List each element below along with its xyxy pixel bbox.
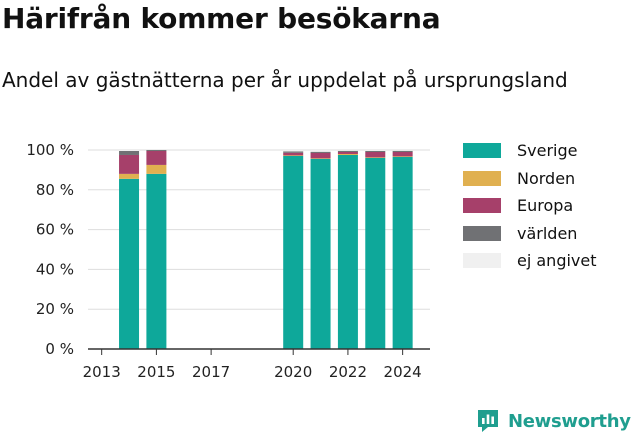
legend-swatch [463,225,501,241]
bar-segment [283,152,304,156]
bar-segment [365,157,386,158]
bar-segment [283,151,304,153]
bar-segment [310,152,331,159]
y-tick-label: 60 % [36,221,74,239]
bar-segment [119,154,140,174]
bar-segment [365,151,386,158]
bar-segment [392,150,413,151]
bar-segment [337,150,358,151]
chart-legend: Sverige Norden Europa världen ej angivet [463,137,597,275]
bar-segment [119,173,140,179]
bar-segment [146,150,167,151]
y-tick-label: 40 % [36,260,74,278]
legend-item-sverige: Sverige [463,137,597,165]
y-tick-label: 0 % [45,340,74,358]
x-tick-label: 2020 [274,363,312,381]
legend-label: världen [517,223,578,243]
y-tick-label: 20 % [36,300,74,318]
bar-segment [310,158,331,159]
bar-segment [146,164,167,174]
bar-segment [392,156,413,349]
bar-segment [392,156,413,157]
bar-segment [146,150,167,165]
bar-segment [119,150,140,155]
x-tick-label: 2024 [384,363,422,381]
bar-segment [337,151,358,154]
bar-segment [310,151,331,153]
bar-segment [337,154,358,349]
x-tick-label: 2013 [83,363,121,381]
legend-item-norden: Norden [463,165,597,193]
bar-segment [337,150,358,152]
newsworthy-logo-icon [478,410,498,432]
x-tick-label: 2017 [192,363,230,381]
stacked-bar-chart: 0 % 20 % 40 % 60 % 80 % 100 % 2013 2015 2017 2020… [26,141,430,381]
chart-title: Härifrån kommer besökarna [2,2,441,35]
legend-item-europa: Europa [463,192,597,220]
legend-swatch [463,198,501,214]
legend-item-ej-angivet: ej angivet [463,247,597,275]
x-tick-label: 2022 [329,363,367,381]
legend-label: Europa [517,196,574,216]
chart-subtitle: Andel av gästnätterna per år uppdelat på… [2,68,568,92]
bar-segment [283,155,304,156]
bar-segment [119,178,140,349]
legend-label: ej angivet [517,251,597,271]
y-tick-label: 80 % [36,181,74,199]
x-tick-label: 2015 [137,363,175,381]
legend-swatch [463,143,501,159]
legend-swatch [463,253,501,269]
bar-segment [365,150,386,151]
y-tick-label: 100 % [26,141,74,159]
brand-name: Newsworthy [508,410,631,432]
bar-segment [365,150,386,152]
legend-label: Sverige [517,141,578,161]
legend-item-varlden: världen [463,220,597,248]
bar-segment [146,173,167,349]
bar-segment [365,157,386,349]
legend-label: Norden [517,168,576,188]
bar-segment [283,150,304,152]
bar-segment [310,150,331,152]
bar-segment [283,155,304,349]
bar-segment [310,158,331,349]
bar-segment [392,151,413,157]
bar-segment [337,153,358,155]
brand-logo: Newsworthy [476,408,631,434]
legend-swatch [463,170,501,186]
bar-segment [392,150,413,152]
bar-segment [119,150,140,151]
